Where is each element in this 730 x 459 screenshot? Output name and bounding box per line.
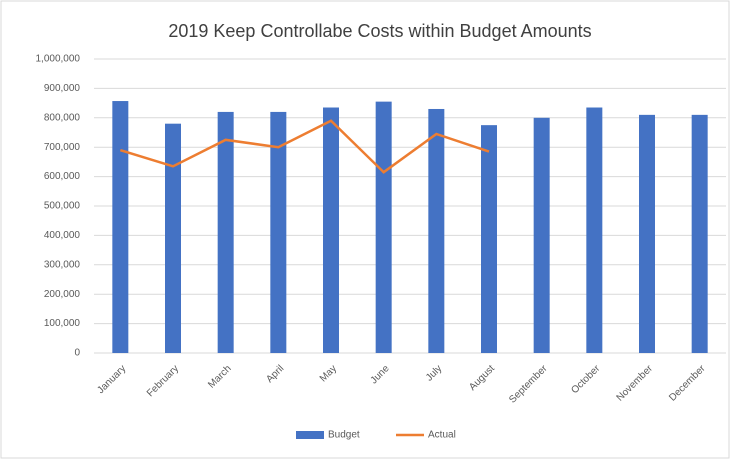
y-tick-label: 0 [74, 348, 80, 359]
chart-title: 2019 Keep Controllabe Costs within Budge… [168, 21, 591, 41]
bar [323, 107, 339, 353]
y-tick-label: 900,000 [44, 83, 81, 94]
y-tick-label: 1,000,000 [36, 54, 81, 65]
bar [586, 107, 603, 353]
bar [691, 114, 708, 353]
legend-label: Budget [328, 430, 360, 441]
legend-swatch [296, 431, 324, 439]
y-tick-label: 200,000 [44, 289, 81, 300]
line [119, 119, 490, 174]
y-tick-label: 300,000 [44, 259, 81, 270]
y-tick-label: 500,000 [44, 201, 81, 212]
bar [217, 111, 234, 353]
bar [375, 101, 392, 353]
y-tick-label: 400,000 [44, 230, 81, 241]
y-tick-label: 600,000 [44, 171, 81, 182]
y-tick-label: 700,000 [44, 142, 81, 153]
bar [270, 111, 287, 353]
bar [481, 125, 497, 354]
bar [165, 123, 181, 354]
bar [533, 117, 550, 353]
bar [428, 108, 445, 353]
bar [112, 101, 129, 354]
bar [639, 114, 655, 353]
y-tick-label: 100,000 [44, 318, 81, 329]
y-tick-label: 800,000 [44, 112, 81, 123]
legend-label: Actual [428, 430, 456, 441]
